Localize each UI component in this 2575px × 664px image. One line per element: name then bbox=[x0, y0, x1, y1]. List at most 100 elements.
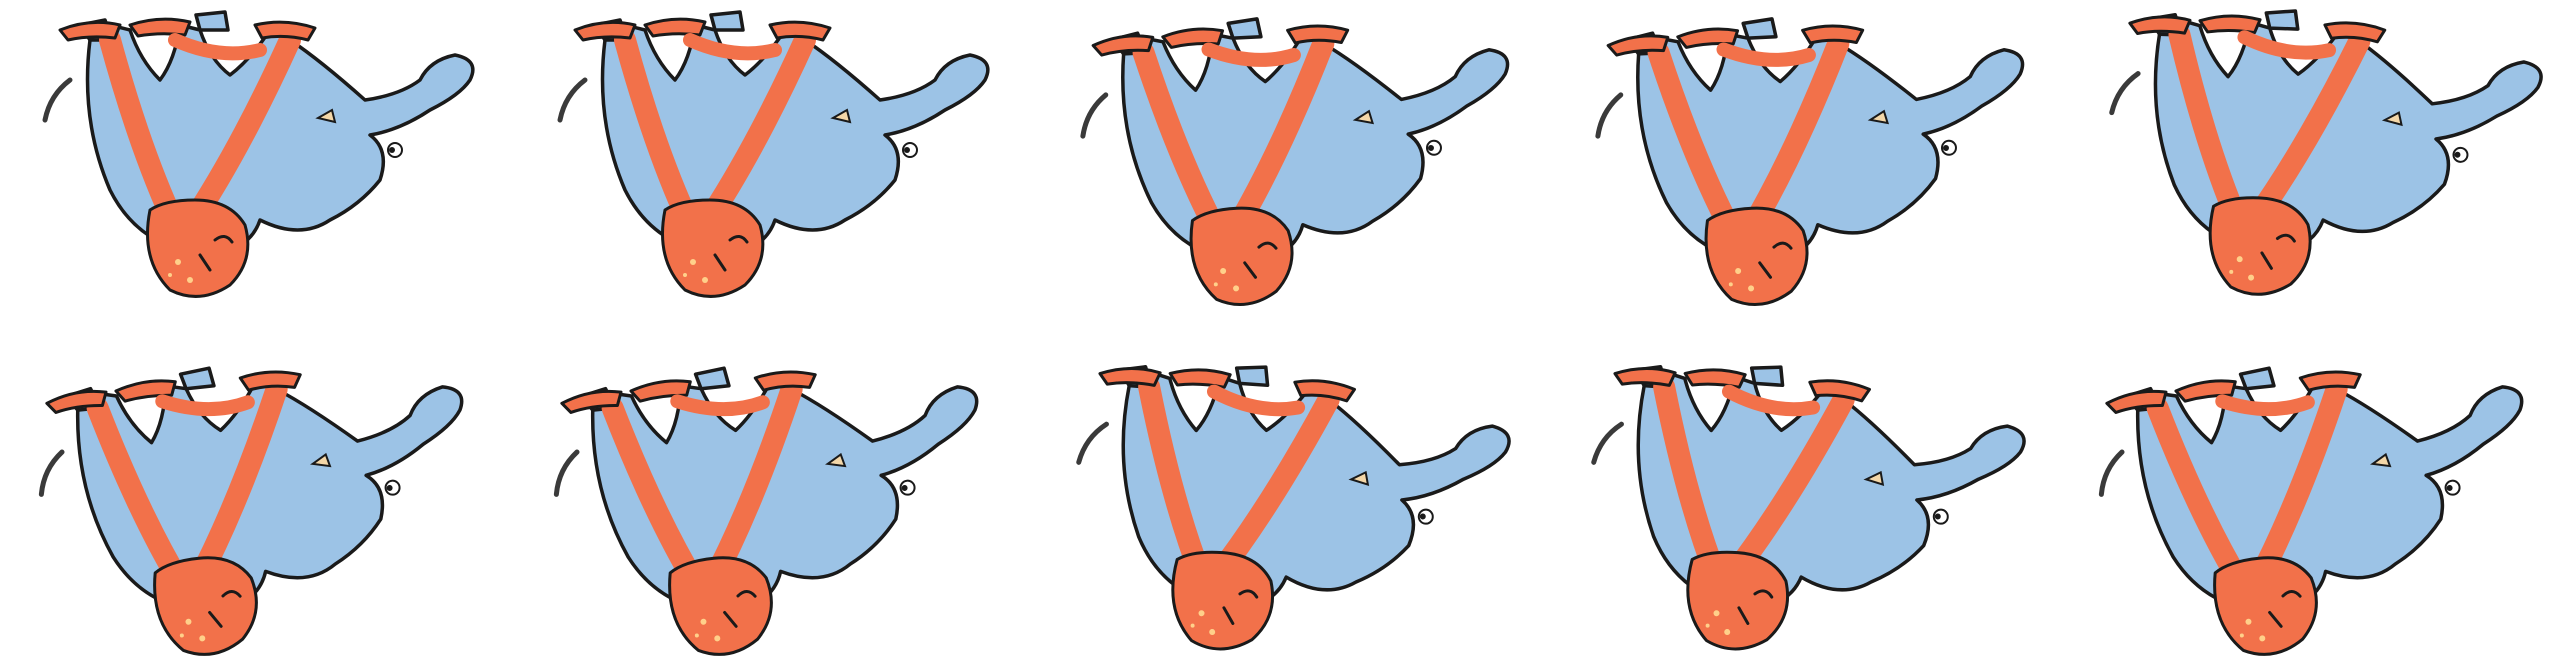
elephant-leg bbox=[1741, 17, 1778, 40]
rabbit-leg bbox=[2237, 30, 2337, 60]
elephant-tail bbox=[1076, 421, 1109, 465]
elephant-rabbit-illustration bbox=[38, 366, 464, 656]
rabbit-freckle bbox=[1190, 623, 1195, 628]
elephant-tail bbox=[38, 449, 65, 497]
rabbit-foot bbox=[573, 20, 637, 42]
rabbit-eye bbox=[1238, 589, 1259, 599]
elephant-rabbit-illustration bbox=[1591, 365, 2026, 651]
rabbit-freckle bbox=[185, 618, 192, 625]
elephant-leg bbox=[1226, 17, 1263, 40]
elephant-tusk bbox=[310, 452, 332, 468]
elephant-tail bbox=[2109, 71, 2141, 116]
rabbit-leg bbox=[2215, 394, 2315, 417]
rabbit-head bbox=[2208, 196, 2312, 296]
elephant-pupil bbox=[1427, 144, 1434, 151]
elephant-tail bbox=[2098, 449, 2125, 497]
elephant-tusk bbox=[1348, 470, 1370, 486]
elephant-leg bbox=[194, 10, 230, 32]
rabbit-mouth bbox=[2260, 251, 2273, 270]
rabbit-foot bbox=[1801, 24, 1865, 45]
rabbit-eye bbox=[1753, 589, 1774, 599]
rabbit-foot bbox=[629, 379, 692, 403]
elephant-tusk bbox=[315, 108, 337, 124]
elephant-tail bbox=[557, 77, 588, 123]
frame-pose bbox=[2109, 9, 2543, 296]
rabbit-freckle bbox=[702, 277, 708, 283]
elephant-rabbit-illustration bbox=[557, 10, 990, 298]
rabbit-freckle bbox=[199, 635, 206, 642]
elephant-tusk bbox=[830, 108, 852, 124]
rabbit-foot bbox=[2174, 379, 2237, 403]
elephant-leg bbox=[2238, 366, 2276, 391]
elephant-pupil bbox=[2446, 484, 2453, 491]
rabbit-freckle bbox=[2245, 618, 2252, 625]
elephant-pupil bbox=[386, 484, 393, 491]
animation-frame bbox=[1545, 332, 2060, 664]
animation-frame bbox=[1545, 0, 2060, 332]
elephant-pupil bbox=[389, 147, 395, 153]
rabbit-freckle bbox=[175, 259, 181, 265]
rabbit-freckle bbox=[2248, 274, 2255, 281]
rabbit-head bbox=[668, 556, 773, 656]
elephant-pupil bbox=[1942, 144, 1949, 151]
rabbit-freckle bbox=[168, 273, 172, 277]
rabbit-foot bbox=[560, 389, 623, 414]
rabbit-foot bbox=[2323, 21, 2387, 44]
elephant-leg bbox=[693, 366, 731, 391]
rabbit-eye bbox=[736, 590, 757, 598]
rabbit-freckle bbox=[1220, 268, 1227, 275]
rabbit-eye bbox=[2275, 233, 2296, 243]
rabbit-foot bbox=[238, 370, 302, 392]
frame-pose bbox=[553, 366, 979, 656]
elephant-pupil bbox=[1419, 513, 1426, 520]
rabbit-freckle bbox=[2259, 635, 2266, 642]
animation-frame bbox=[0, 332, 515, 664]
animation-frame bbox=[2060, 332, 2575, 664]
rabbit-foot bbox=[1091, 34, 1155, 57]
rabbit-foot bbox=[1098, 366, 1162, 387]
elephant-tail bbox=[553, 449, 580, 497]
rabbit-leg bbox=[168, 33, 267, 61]
elephant-tusk bbox=[1863, 470, 1885, 486]
frame-pose bbox=[2098, 366, 2524, 656]
frame-pose bbox=[1591, 365, 2026, 651]
elephant-rabbit-illustration bbox=[1080, 17, 1510, 306]
rabbit-head bbox=[153, 556, 258, 656]
animation-frame bbox=[1030, 0, 1545, 332]
rabbit-foot bbox=[58, 20, 122, 42]
rabbit-freckle bbox=[1724, 629, 1731, 636]
rabbit-foot bbox=[128, 17, 192, 38]
rabbit-leg bbox=[683, 33, 782, 61]
rabbit-mouth bbox=[198, 253, 212, 272]
animation-frame bbox=[1030, 332, 1545, 664]
rabbit-foot bbox=[1293, 379, 1356, 403]
rabbit-foot bbox=[1168, 368, 1232, 389]
rabbit-mouth bbox=[1758, 261, 1773, 279]
rabbit-eye bbox=[728, 235, 749, 244]
rabbit-freckle bbox=[1705, 623, 1710, 628]
rabbit-head bbox=[2213, 556, 2318, 656]
rabbit-freckle bbox=[2239, 633, 2244, 638]
animation-frame bbox=[2060, 0, 2575, 332]
rabbit-foot bbox=[45, 389, 108, 414]
rabbit-freckle bbox=[1198, 610, 1205, 617]
elephant-tusk bbox=[825, 452, 847, 468]
elephant-leg bbox=[178, 366, 216, 391]
rabbit-foot bbox=[1606, 34, 1670, 57]
elephant-tusk bbox=[1352, 109, 1375, 125]
rabbit-eye bbox=[221, 590, 242, 598]
frame-pose bbox=[1076, 365, 1511, 651]
frame-pose bbox=[42, 10, 475, 298]
rabbit-leg bbox=[1201, 42, 1301, 67]
rabbit-head bbox=[1704, 206, 1809, 306]
elephant-tail bbox=[42, 77, 73, 123]
rabbit-freckle bbox=[1728, 282, 1733, 287]
animation-frame bbox=[515, 0, 1030, 332]
rabbit-head bbox=[661, 198, 765, 298]
elephant-eye bbox=[2452, 146, 2469, 163]
rabbit-head bbox=[146, 198, 250, 298]
elephant-rabbit-illustration bbox=[2098, 366, 2524, 656]
elephant-pupil bbox=[904, 147, 910, 153]
rabbit-leg bbox=[670, 394, 770, 417]
rabbit-mouth bbox=[1737, 606, 1750, 625]
